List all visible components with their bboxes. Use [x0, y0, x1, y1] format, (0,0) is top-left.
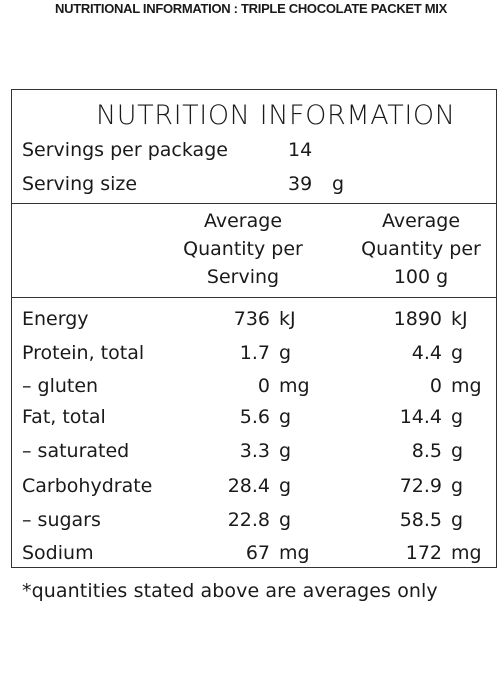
footnote: *quantities stated above are averages on… — [22, 580, 438, 602]
row-serving-value: 736 — [233, 308, 270, 330]
row-100g-value: 0 — [429, 375, 442, 397]
row-serving-value: 3.3 — [239, 440, 270, 462]
row-100g-unit: g — [451, 475, 464, 497]
serving-size-unit: g — [332, 173, 345, 195]
row-100g-unit: mg — [451, 542, 482, 564]
row-label: Carbohydrate — [22, 475, 153, 497]
nutrition-panel: NUTRITION INFORMATION Servings per packa… — [11, 89, 497, 568]
row-serving-unit: mg — [279, 542, 310, 564]
col-serving-line2: Quantity per — [183, 238, 303, 260]
row-100g-unit: kJ — [451, 308, 468, 330]
serving-size-label: Serving size — [22, 173, 138, 195]
row-label: – gluten — [22, 375, 99, 397]
row-label: Protein, total — [22, 342, 145, 364]
row-100g-unit: g — [451, 406, 464, 428]
page-title: NUTRITIONAL INFORMATION : TRIPLE CHOCOLA… — [55, 1, 447, 16]
col-100g-line3: 100 g — [393, 266, 449, 288]
serving-size-value: 39 — [288, 173, 313, 195]
servings-value: 14 — [288, 139, 313, 161]
row-label: Sodium — [22, 542, 94, 564]
col-serving-line3: Serving — [206, 266, 280, 288]
row-label: – saturated — [22, 440, 130, 462]
row-100g-value: 172 — [405, 542, 442, 564]
divider-header — [12, 297, 496, 298]
row-serving-unit: g — [279, 509, 292, 531]
row-serving-unit: g — [279, 406, 292, 428]
row-serving-value: 5.6 — [239, 406, 270, 428]
row-label: Fat, total — [22, 406, 106, 428]
col-100g-line1: Average — [381, 210, 461, 232]
row-100g-unit: g — [451, 342, 464, 364]
row-100g-value: 8.5 — [411, 440, 442, 462]
row-label: Energy — [22, 308, 89, 330]
row-100g-value: 1890 — [393, 308, 442, 330]
row-serving-value: 1.7 — [239, 342, 270, 364]
row-100g-value: 58.5 — [399, 509, 442, 531]
servings-label: Servings per package — [22, 139, 228, 161]
row-serving-value: 0 — [257, 375, 270, 397]
row-serving-unit: g — [279, 475, 292, 497]
divider-top — [12, 203, 496, 204]
row-serving-unit: mg — [279, 375, 310, 397]
row-serving-unit: kJ — [279, 308, 296, 330]
row-100g-unit: g — [451, 440, 464, 462]
row-serving-unit: g — [279, 440, 292, 462]
row-serving-value: 22.8 — [227, 509, 270, 531]
row-100g-value: 14.4 — [399, 406, 442, 428]
row-label: – sugars — [22, 509, 101, 531]
panel-heading: NUTRITION INFORMATION — [96, 100, 456, 131]
row-100g-value: 72.9 — [399, 475, 442, 497]
row-serving-value: 28.4 — [227, 475, 270, 497]
col-100g-line2: Quantity per — [361, 238, 481, 260]
row-100g-unit: g — [451, 509, 464, 531]
row-serving-value: 67 — [245, 542, 270, 564]
row-serving-unit: g — [279, 342, 292, 364]
col-serving-line1: Average — [203, 210, 283, 232]
row-100g-value: 4.4 — [411, 342, 442, 364]
row-100g-unit: mg — [451, 375, 482, 397]
